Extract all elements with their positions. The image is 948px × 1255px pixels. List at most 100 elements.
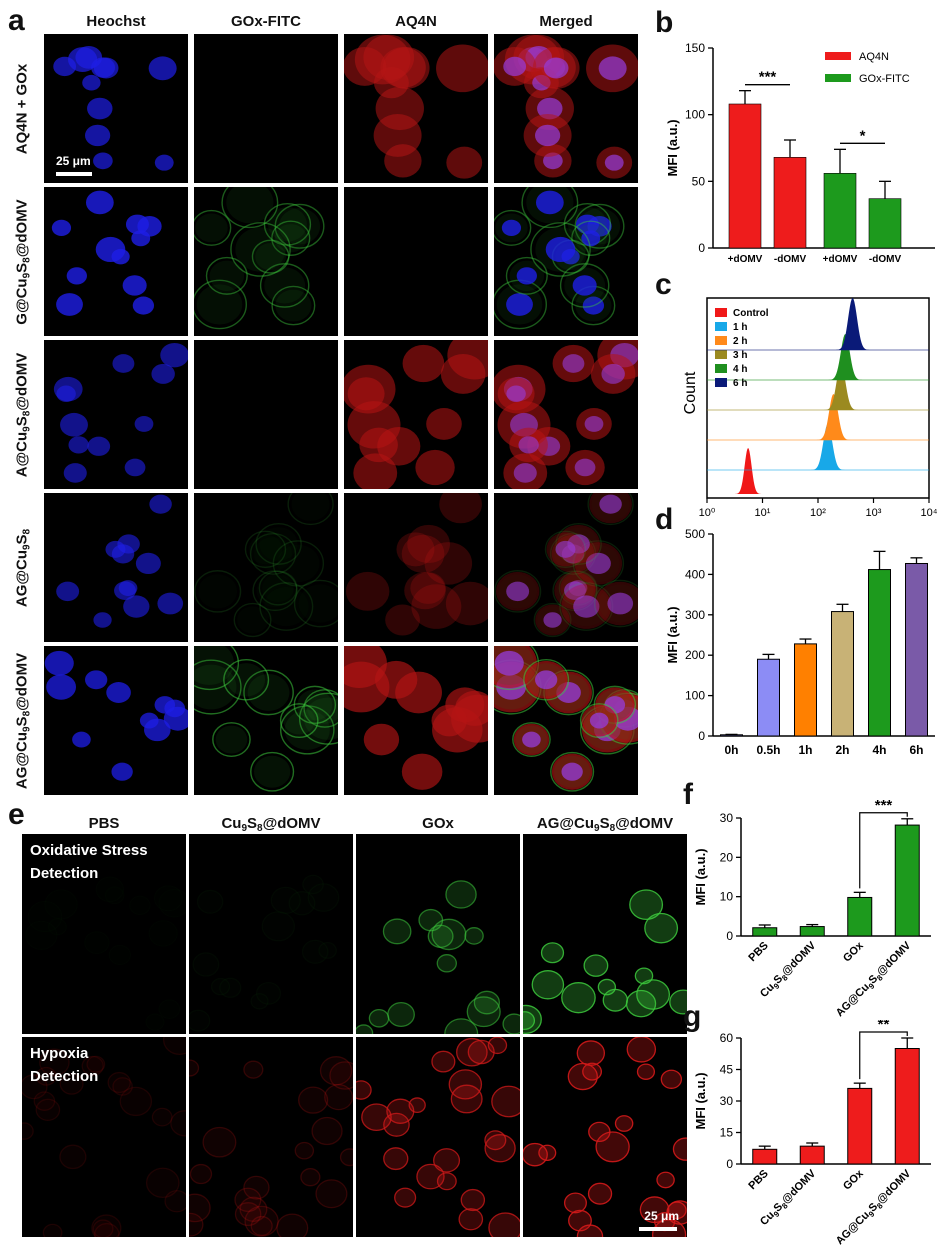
micrograph-tile xyxy=(494,34,638,183)
x-tick-label: 0h xyxy=(724,743,738,757)
detection-tile xyxy=(189,834,353,1034)
panel-a-row-label: A@Cu9S8@dOMV xyxy=(14,340,34,489)
panel-a-column-header: Merged xyxy=(494,14,638,29)
y-tick-label: 0 xyxy=(726,929,733,943)
legend-swatch xyxy=(825,74,851,82)
micrograph-tile xyxy=(194,493,338,642)
x-tick-label: -dOMV xyxy=(774,254,807,265)
y-tick-label: 10 xyxy=(720,890,734,904)
scale-bar xyxy=(56,172,92,176)
x-tick-label: 6h xyxy=(909,743,923,757)
y-tick-label: 100 xyxy=(685,689,705,703)
panel-a-row-label: AQ4N + GOx xyxy=(14,34,34,183)
bar xyxy=(800,927,824,936)
y-axis-label: Count xyxy=(682,371,699,414)
y-tick-label: 20 xyxy=(720,850,734,864)
error-bar xyxy=(854,1083,866,1088)
bar xyxy=(848,1088,872,1164)
hypoxia-label: Hypoxia Detection xyxy=(30,1043,98,1088)
histogram-curve xyxy=(727,448,769,494)
panel-a-row-label: G@Cu9S8@dOMV xyxy=(14,187,34,336)
bar xyxy=(824,173,856,248)
x-tick-label: PBS xyxy=(746,1168,770,1192)
legend-label: GOx-FITC xyxy=(859,73,910,85)
x-tick-label: GOx xyxy=(841,1167,867,1193)
panel-e-column-header: PBS xyxy=(22,816,186,831)
y-axis-label: MFI (a.u.) xyxy=(665,606,680,663)
panel-e-column-header: AG@Cu9S8@dOMV xyxy=(523,816,687,834)
detection-tile: 25 μm xyxy=(523,1037,687,1237)
micrograph-tile xyxy=(494,340,638,489)
bar xyxy=(869,570,891,736)
panel-a-row-label: AG@Cu9S8@dOMV xyxy=(14,646,34,795)
y-tick-label: 45 xyxy=(720,1063,734,1077)
panel-e-column-header: GOx xyxy=(356,816,520,831)
micrograph-tile xyxy=(494,493,638,642)
y-axis-label: MFI (a.u.) xyxy=(665,119,680,176)
bar xyxy=(774,157,806,248)
legend-swatch xyxy=(715,308,727,317)
micrograph-tile xyxy=(344,340,488,489)
detection-tile xyxy=(356,1037,520,1237)
y-tick-label: 15 xyxy=(720,1126,734,1140)
x-tick-label: PBS xyxy=(746,940,770,964)
micrograph-tile xyxy=(194,646,338,795)
x-tick-label: 2h xyxy=(835,743,849,757)
x-tick-label: 10¹ xyxy=(755,507,771,519)
y-tick-label: 0 xyxy=(698,241,705,255)
x-tick-label: 10⁴ xyxy=(921,507,938,519)
x-tick-label: GOx xyxy=(841,939,867,965)
error-bar xyxy=(874,551,886,569)
micrograph-tile xyxy=(194,34,338,183)
bar xyxy=(753,1149,777,1164)
scale-bar-label: 25 μm xyxy=(644,1209,679,1223)
panel-a-column-header: Heochst xyxy=(44,14,188,29)
micrograph-tile xyxy=(344,646,488,795)
bar xyxy=(869,199,901,248)
error-bar xyxy=(901,819,913,825)
detection-tile xyxy=(523,834,687,1034)
y-tick-label: 100 xyxy=(685,108,705,122)
y-tick-label: 60 xyxy=(720,1031,734,1045)
legend-label: 2 h xyxy=(733,336,747,347)
legend-label: 3 h xyxy=(733,350,747,361)
detection-tile: Oxidative Stress Detection xyxy=(22,834,186,1034)
error-bar xyxy=(800,639,812,644)
legend-swatch xyxy=(715,378,727,387)
y-tick-label: 500 xyxy=(685,527,705,541)
legend-swatch xyxy=(715,322,727,331)
error-bar xyxy=(784,140,796,157)
bar xyxy=(906,563,928,736)
bar xyxy=(895,1049,919,1165)
legend-label: 1 h xyxy=(733,322,747,333)
scale-bar xyxy=(639,1227,677,1231)
legend-swatch xyxy=(715,350,727,359)
bar xyxy=(800,1146,824,1164)
panel-e-column-header: Cu9S8@dOMV xyxy=(189,816,353,834)
scale-bar-label: 25 μm xyxy=(56,154,91,168)
bar xyxy=(758,659,780,736)
bar xyxy=(832,612,854,736)
bar xyxy=(895,825,919,936)
legend-swatch xyxy=(715,364,727,373)
significance-marker: * xyxy=(860,127,866,144)
legend-label: 6 h xyxy=(733,378,747,389)
panel-a-column-header: GOx-FITC xyxy=(194,14,338,29)
legend-label: AQ4N xyxy=(859,51,889,63)
y-tick-label: 200 xyxy=(685,648,705,662)
panel-a-letter: a xyxy=(8,6,25,36)
significance-marker: *** xyxy=(875,800,893,814)
bar xyxy=(848,897,872,936)
significance-marker: *** xyxy=(759,69,777,86)
error-bar xyxy=(739,91,751,104)
y-tick-label: 50 xyxy=(692,174,706,188)
x-tick-label: +dOMV xyxy=(728,254,763,265)
x-tick-label: -dOMV xyxy=(869,254,902,265)
micrograph-tile xyxy=(344,493,488,642)
error-bar xyxy=(911,558,923,564)
micrograph-tile xyxy=(344,34,488,183)
y-tick-label: 400 xyxy=(685,567,705,581)
oxidative-stress-label: Oxidative Stress Detection xyxy=(30,840,148,885)
